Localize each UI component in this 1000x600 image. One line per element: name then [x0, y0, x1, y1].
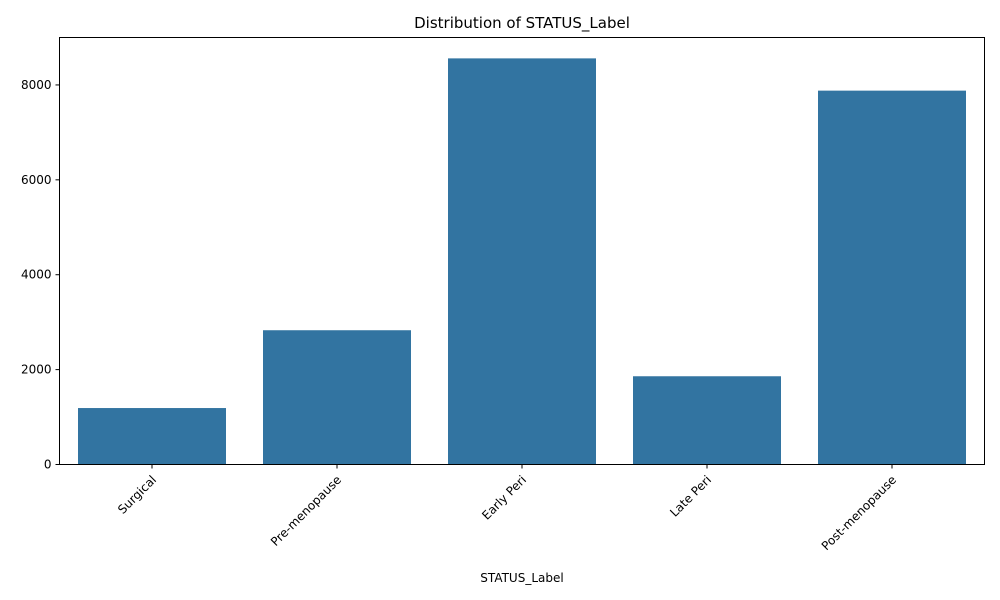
y-tick-label-2: 4000 — [21, 268, 52, 282]
bar-4 — [818, 90, 966, 465]
y-tick-label-1: 2000 — [21, 363, 52, 377]
bar-0 — [78, 408, 226, 465]
y-tick-label-4: 8000 — [21, 78, 52, 92]
plot-frame — [59, 37, 985, 465]
bar-2 — [448, 58, 596, 465]
chart-title: Distribution of STATUS_Label — [414, 14, 630, 33]
y-tick-label-3: 6000 — [21, 173, 52, 187]
bar-3 — [633, 376, 781, 465]
bars-group — [78, 58, 966, 465]
y-tick-label-0: 0 — [44, 458, 52, 472]
x-axis-label: STATUS_Label — [480, 571, 563, 585]
y-axis-ticks: 0 2000 4000 6000 8000 — [21, 78, 60, 472]
bar-1 — [263, 330, 411, 465]
